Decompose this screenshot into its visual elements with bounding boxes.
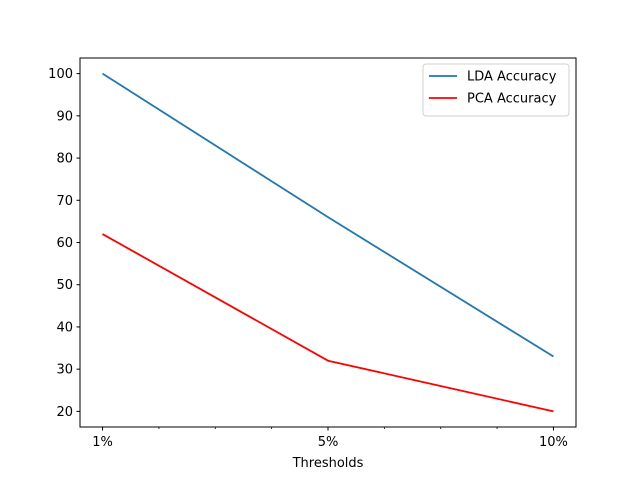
series-line-0 — [102, 72, 554, 358]
x-tick-label: 10% — [539, 435, 568, 450]
y-tick-label: 20 — [56, 405, 73, 420]
x-tick-label: 1% — [92, 435, 113, 450]
y-tick-label: 70 — [56, 194, 73, 209]
y-axis: 20 30 40 50 60 70 80 90 100 — [48, 67, 80, 420]
y-tick-label: 90 — [56, 109, 73, 124]
legend-label: PCA Accuracy — [467, 92, 557, 107]
legend-label: LDA Accuracy — [467, 70, 557, 85]
legend: LDA Accuracy PCA Accuracy — [422, 63, 570, 117]
y-tick-label: 50 — [56, 278, 73, 293]
series-line-1 — [102, 233, 554, 413]
y-tick-label: 80 — [56, 152, 73, 167]
y-tick-label: 30 — [56, 363, 73, 378]
y-tick-label: 100 — [48, 67, 73, 82]
y-tick-label: 40 — [56, 320, 73, 335]
plot-lines — [102, 72, 554, 413]
x-tick-label: 5% — [318, 435, 339, 450]
y-tick-label: 60 — [56, 236, 73, 251]
x-axis-label: Thresholds — [292, 456, 364, 471]
x-axis: 1% 5% 10% — [92, 427, 568, 450]
legend-box — [422, 63, 570, 117]
